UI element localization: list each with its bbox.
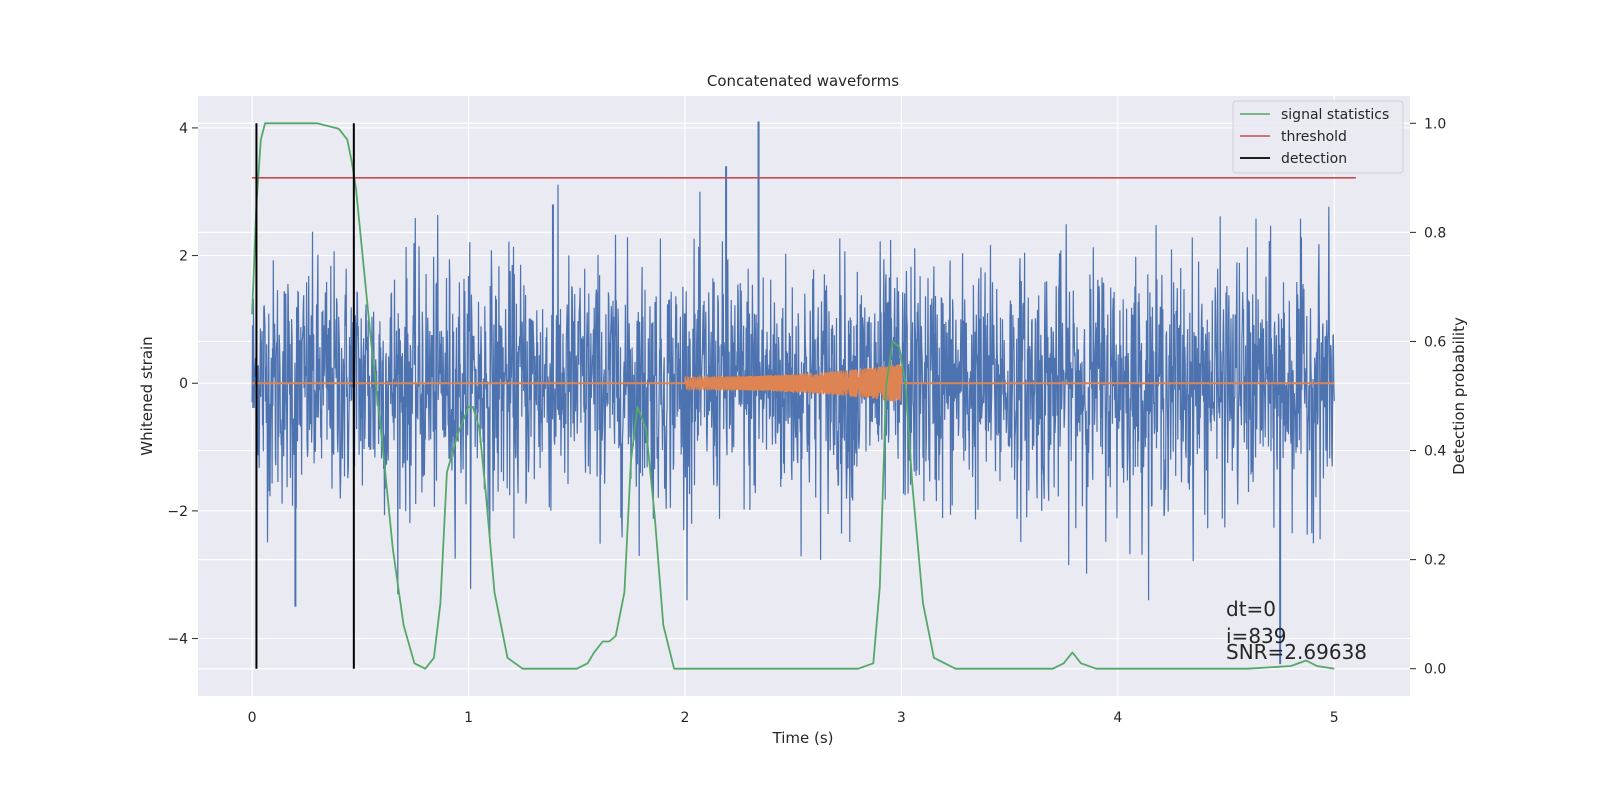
annotation-snr: SNR=2.69638: [1226, 640, 1367, 664]
legend-box: [1232, 100, 1404, 174]
legend-label-signal-statistics: signal statistics: [1281, 107, 1389, 123]
series-strain-line: [251, 184, 1335, 601]
x-tick-label-1: 1: [464, 710, 473, 726]
x-tick-label-3: 3: [897, 710, 906, 726]
y-tick-label-1: −2: [167, 504, 188, 520]
series-template-chirp: [684, 364, 903, 402]
x-tick-label-4: 4: [1113, 710, 1122, 726]
y-axis-label: Whitened strain: [138, 336, 156, 455]
y2-tick-label-5: 1.0: [1424, 116, 1446, 132]
y-tick-label-3: 2: [179, 249, 188, 265]
x-tick-label-0: 0: [248, 710, 257, 726]
chart-title: Concatenated waveforms: [707, 72, 899, 90]
annotation-index: i=839: [1226, 624, 1287, 648]
series-signal-statistics: [251, 122, 1335, 670]
y2-axis-ticks: 0.0 0.2 0.4 0.6 0.8 1.0: [1410, 116, 1446, 678]
y2-tick-label-0: 0.0: [1424, 662, 1446, 678]
annotation-dt: dt=0: [1226, 597, 1276, 621]
y-tick-label-0: −4: [167, 632, 188, 648]
y2-tick-label-3: 0.6: [1424, 334, 1446, 350]
y-tick-label-4: 4: [179, 121, 188, 137]
legend-label-threshold: threshold: [1281, 129, 1347, 145]
y2-tick-label-2: 0.4: [1424, 444, 1446, 460]
y2-axis-label: Detection probability: [1450, 317, 1468, 475]
x-tick-label-5: 5: [1330, 710, 1339, 726]
y2-tick-label-4: 0.8: [1424, 225, 1446, 241]
plot-series: [251, 121, 1356, 670]
x-axis-ticks: 0 1 2 3 4 5: [248, 710, 1339, 726]
annotations: dt=0 i=839 SNR=2.69638: [1226, 597, 1367, 664]
y-axis-ticks: −4 −2 0 2 4: [167, 121, 198, 648]
legend: signal statistics threshold detection: [1232, 100, 1404, 174]
legend-label-detection: detection: [1281, 151, 1347, 167]
y2-tick-label-1: 0.2: [1424, 553, 1446, 569]
x-tick-label-2: 2: [681, 710, 690, 726]
y-tick-label-2: 0: [179, 376, 188, 392]
x-axis-label: Time (s): [772, 729, 834, 747]
